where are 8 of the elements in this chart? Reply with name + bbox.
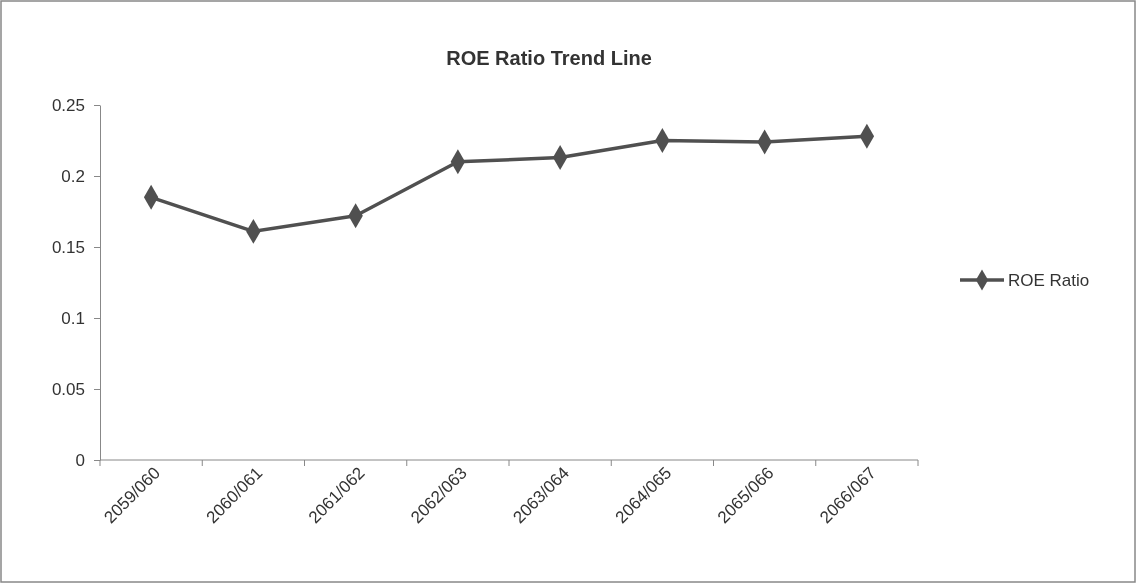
y-tick-label: 0.05 bbox=[51, 379, 85, 399]
y-tick-label: 0.25 bbox=[51, 95, 85, 115]
y-tick-label: 0.15 bbox=[51, 237, 85, 257]
legend-label: ROE Ratio bbox=[1008, 271, 1090, 290]
y-tick-label: 0 bbox=[75, 450, 85, 470]
y-tick-label: 0.1 bbox=[61, 308, 85, 328]
y-tick-label: 0.2 bbox=[61, 166, 85, 186]
chart-title: ROE Ratio Trend Line bbox=[446, 47, 652, 69]
